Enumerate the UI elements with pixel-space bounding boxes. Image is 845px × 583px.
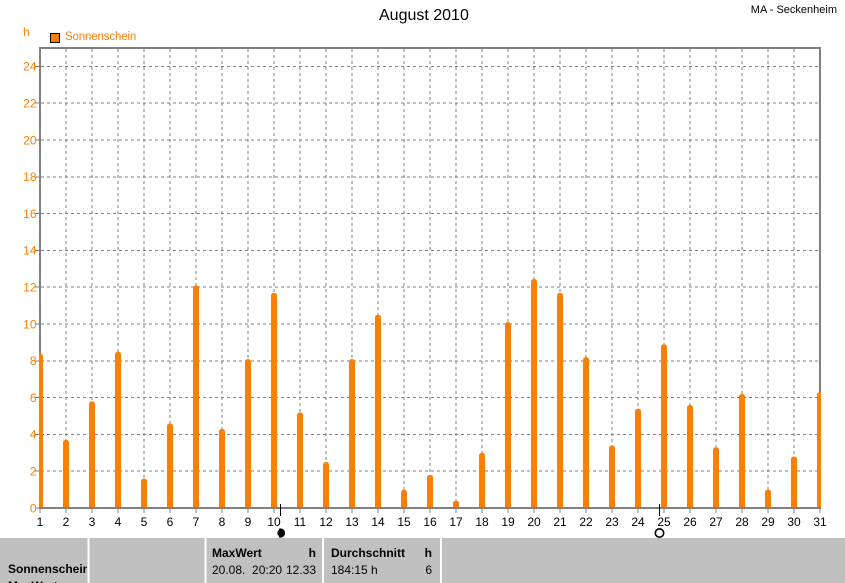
svg-text:19: 19 [501,515,515,529]
svg-text:18: 18 [23,170,37,184]
svg-text:13: 13 [345,515,359,529]
svg-text:16: 16 [23,207,37,221]
svg-text:8: 8 [219,515,226,529]
svg-text:12: 12 [319,515,333,529]
svg-text:14: 14 [23,244,37,258]
svg-text:3: 3 [89,515,96,529]
svg-text:21: 21 [553,515,567,529]
svg-text:4: 4 [115,515,122,529]
svg-text:2: 2 [30,465,37,479]
svg-text:9: 9 [245,515,252,529]
svg-text:22: 22 [579,515,593,529]
svg-text:25: 25 [657,515,671,529]
svg-text:22: 22 [23,97,37,111]
svg-text:24: 24 [631,515,645,529]
svg-text:6: 6 [167,515,174,529]
svg-text:31: 31 [813,515,827,529]
svg-text:20: 20 [23,133,37,147]
svg-text:20: 20 [527,515,541,529]
svg-text:10: 10 [23,317,37,331]
svg-text:26: 26 [683,515,697,529]
svg-text:0: 0 [30,501,37,515]
svg-text:17: 17 [449,515,463,529]
svg-text:23: 23 [605,515,619,529]
svg-text:30: 30 [787,515,801,529]
svg-text:28: 28 [735,515,749,529]
svg-text:2: 2 [63,515,70,529]
svg-text:11: 11 [294,515,307,529]
svg-text:24: 24 [23,60,37,74]
svg-text:1: 1 [37,515,44,529]
svg-text:27: 27 [709,515,723,529]
svg-text:14: 14 [371,515,385,529]
svg-text:18: 18 [475,515,489,529]
svg-text:6: 6 [30,391,37,405]
svg-text:8: 8 [30,354,37,368]
svg-text:15: 15 [397,515,411,529]
svg-text:5: 5 [141,515,148,529]
svg-text:16: 16 [423,515,437,529]
svg-text:10: 10 [267,515,281,529]
svg-text:7: 7 [193,515,200,529]
svg-text:4: 4 [30,428,37,442]
svg-text:12: 12 [23,281,37,295]
svg-text:29: 29 [761,515,775,529]
